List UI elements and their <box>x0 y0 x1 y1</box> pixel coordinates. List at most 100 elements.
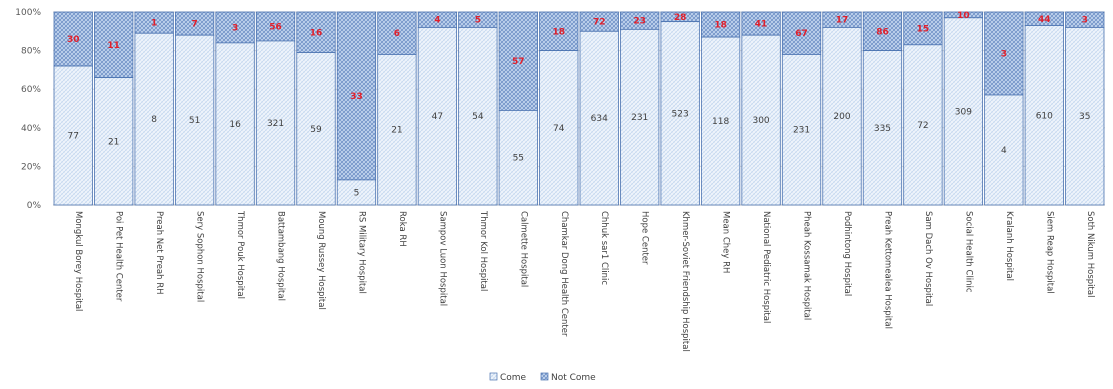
category-label: Thmor Kol Hospital <box>478 210 488 291</box>
legend-swatch <box>489 372 498 381</box>
y-tick-label: 0% <box>27 201 42 211</box>
category-label: Poi Pet Health Center <box>114 211 124 302</box>
bar-not-come <box>903 11 943 46</box>
category-label: Mean Chey RH <box>721 211 731 273</box>
bar-come <box>134 32 174 206</box>
data-label-not-come: 23 <box>633 17 646 27</box>
data-label-come: 231 <box>631 113 648 123</box>
data-label-come: 16 <box>229 120 241 130</box>
data-label-come: 8 <box>151 115 157 125</box>
bar-come <box>215 42 255 206</box>
bar-come <box>498 110 538 206</box>
bar-not-come <box>255 11 296 42</box>
bar-come <box>943 17 984 206</box>
data-label-come: 523 <box>672 109 689 119</box>
data-label-not-come: 30 <box>67 35 80 45</box>
data-label-not-come: 3 <box>1082 16 1088 26</box>
data-label-not-come: 16 <box>310 28 323 38</box>
category-label: Chhuk sar1 Clinic <box>599 211 609 285</box>
category-label: Hope Center <box>640 211 650 265</box>
data-label-not-come: 41 <box>755 20 768 30</box>
data-label-come: 231 <box>793 126 810 136</box>
bar-not-come <box>296 11 336 53</box>
category-label: Chamkar Dong Health Center <box>559 211 569 337</box>
bar-come <box>417 27 458 206</box>
category-label: RS Military Hospital <box>356 211 366 294</box>
bar-not-come <box>862 11 903 51</box>
category-label: Preah Kettomealea Hospital <box>882 211 892 329</box>
legend-label: Come <box>500 373 527 383</box>
data-label-not-come: 4 <box>434 16 440 26</box>
bar-not-come <box>336 11 377 181</box>
data-label-come: 51 <box>189 116 200 126</box>
category-label: National Pediatric Hospital <box>761 211 771 323</box>
data-label-come: 4 <box>1001 146 1007 156</box>
category-label: Kralanh Hospital <box>1004 211 1014 281</box>
data-label-come: 634 <box>591 114 608 124</box>
bar-come <box>458 27 498 206</box>
data-label-come: 118 <box>712 117 729 127</box>
bar-not-come <box>700 11 741 38</box>
category-labels: Mongkul Borey Hospital Poi Pet Health Cen… <box>73 210 1095 352</box>
bar-come <box>255 40 296 206</box>
data-label-come: 610 <box>1036 111 1053 121</box>
data-label-not-come: 6 <box>394 29 400 39</box>
legend-label: Not Come <box>551 373 596 383</box>
data-label-come: 21 <box>108 137 119 147</box>
data-label-not-come: 44 <box>1038 15 1051 25</box>
data-label-not-come: 72 <box>593 18 606 28</box>
legend-swatch <box>540 372 549 381</box>
data-label-come: 74 <box>553 124 565 134</box>
category-label: Preah Net Preah RH <box>154 211 164 295</box>
y-tick-label: 100% <box>15 8 41 18</box>
bar-come <box>741 34 781 206</box>
data-label-not-come: 86 <box>876 27 889 37</box>
data-label-not-come: 7 <box>191 20 197 30</box>
bar-not-come <box>377 11 417 55</box>
data-label-not-come: 15 <box>917 24 930 34</box>
category-label: Sery Sophon Hospital <box>195 211 205 302</box>
category-label: Calmette Hospital <box>518 211 528 287</box>
data-label-not-come: 3 <box>232 23 238 33</box>
bar-come <box>822 27 862 206</box>
data-label-not-come: 57 <box>512 57 525 67</box>
bar-come <box>579 30 619 206</box>
data-label-come: 335 <box>874 124 891 134</box>
category-label: Siem Reap Hospital <box>1044 211 1054 294</box>
bar-not-come <box>984 11 1024 96</box>
data-label-not-come: 3 <box>1001 49 1007 59</box>
data-label-come: 47 <box>432 112 443 122</box>
y-tick-label: 40% <box>21 124 41 134</box>
bar-come <box>94 77 134 206</box>
category-label: Battambang Hospital <box>276 211 286 301</box>
category-label: Sampov Luon Hospital <box>437 211 447 306</box>
bar-come <box>53 65 93 206</box>
category-label: Soth Nikum Hospital <box>1085 211 1095 297</box>
bar-come <box>781 54 822 206</box>
data-label-come: 21 <box>391 126 402 136</box>
data-label-come: 54 <box>472 112 484 122</box>
category-label: Sam Dach Ov Hospital <box>923 211 933 306</box>
data-label-not-come: 56 <box>269 22 282 32</box>
bar-come <box>862 50 903 206</box>
bar-come <box>660 21 700 206</box>
data-label-not-come: 11 <box>107 41 120 51</box>
bar-not-come <box>94 11 134 79</box>
bar-not-come <box>215 11 255 44</box>
bar-come <box>903 44 943 206</box>
category-label: Podhintong Hospital <box>842 211 852 296</box>
data-label-not-come: 5 <box>475 16 481 26</box>
data-label-come: 321 <box>267 119 284 129</box>
data-label-not-come: 33 <box>350 92 363 102</box>
y-tick-label: 20% <box>21 162 41 172</box>
y-axis-ticks: 0% 20% 40% 60% 80% 100% <box>15 8 41 211</box>
y-tick-label: 60% <box>21 85 41 95</box>
bar-come <box>377 54 417 206</box>
y-tick-label: 80% <box>21 47 41 57</box>
data-label-come: 59 <box>310 125 322 135</box>
category-label: Social Health Clinic <box>963 211 973 293</box>
data-label-come: 35 <box>1079 112 1090 122</box>
bars: 7730211181517163321565916533216474545555… <box>53 11 1105 206</box>
data-label-come: 55 <box>513 154 524 164</box>
bar-come <box>620 28 660 206</box>
